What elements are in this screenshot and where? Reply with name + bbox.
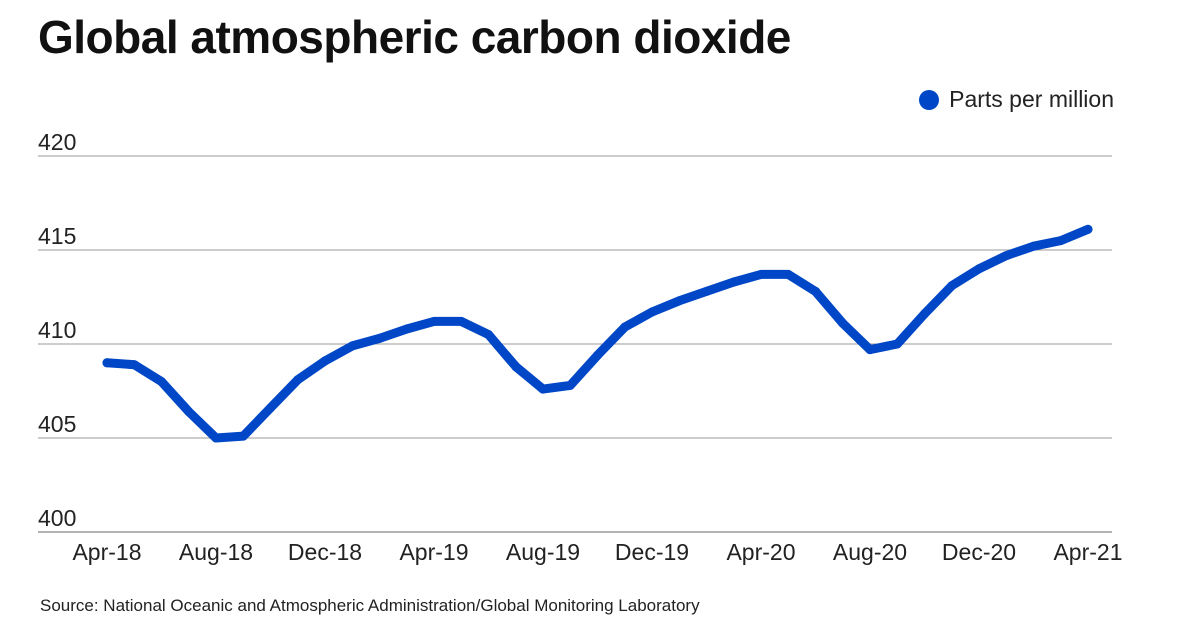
data-point [402, 324, 412, 334]
x-tick-label: Dec-20 [942, 539, 1016, 565]
data-point [102, 358, 112, 368]
data-point [565, 380, 575, 390]
data-point [674, 296, 684, 306]
data-point [974, 264, 984, 274]
data-point [320, 356, 330, 366]
data-point [892, 339, 902, 349]
series-group [102, 224, 1093, 443]
data-point [129, 360, 139, 370]
data-point [756, 269, 766, 279]
data-point [593, 350, 602, 360]
data-point [184, 407, 194, 417]
data-point [211, 433, 221, 443]
data-point [783, 269, 793, 279]
data-point [484, 330, 493, 340]
data-point [1083, 224, 1093, 234]
data-point [266, 403, 275, 413]
data-point [538, 384, 548, 394]
data-point [1001, 251, 1011, 261]
data-point [620, 322, 630, 332]
x-tick-label: Aug-18 [179, 539, 253, 565]
x-tick-label: Dec-18 [288, 539, 362, 565]
series-line [102, 224, 1093, 443]
data-point [838, 318, 848, 328]
data-point [647, 307, 657, 317]
x-tick-label: Apr-20 [726, 539, 795, 565]
legend: Parts per million [919, 86, 1114, 113]
data-point [511, 362, 521, 372]
data-point [293, 375, 303, 385]
x-tick-label: Apr-18 [72, 539, 141, 565]
x-tick-label: Apr-21 [1053, 539, 1122, 565]
data-point [729, 277, 739, 287]
data-point [865, 345, 875, 355]
x-tick-label: Dec-19 [615, 539, 689, 565]
y-tick-label: 400 [38, 505, 76, 531]
x-tick-label: Aug-20 [833, 539, 907, 565]
y-tick-label: 415 [38, 223, 76, 249]
x-tick-label: Aug-19 [506, 539, 580, 565]
data-point [702, 286, 711, 296]
data-point [920, 309, 929, 319]
y-axis-ticks: 400 405 410 415 420 [38, 129, 76, 531]
data-point [429, 316, 439, 326]
x-tick-label: Apr-19 [399, 539, 468, 565]
x-axis-ticks: Apr-18 Aug-18 Dec-18 Apr-19 Aug-19 Dec-19 Apr-… [72, 539, 1122, 565]
data-point [947, 281, 957, 291]
legend-marker [919, 89, 940, 110]
data-point [347, 341, 357, 351]
y-tick-label: 420 [38, 129, 76, 155]
gridlines [38, 155, 1112, 533]
data-point [1056, 236, 1066, 246]
data-point [456, 316, 466, 326]
source-note: Source: National Oceanic and Atmospheric… [40, 596, 700, 615]
data-point [238, 431, 248, 441]
legend-label: Parts per million [949, 86, 1114, 112]
y-tick-label: 410 [38, 317, 76, 343]
chart-title: Global atmospheric carbon dioxide [38, 11, 791, 63]
data-point [1029, 241, 1038, 251]
data-point [157, 377, 166, 387]
data-point [811, 286, 820, 296]
data-point [375, 333, 384, 343]
y-tick-label: 405 [38, 411, 76, 437]
